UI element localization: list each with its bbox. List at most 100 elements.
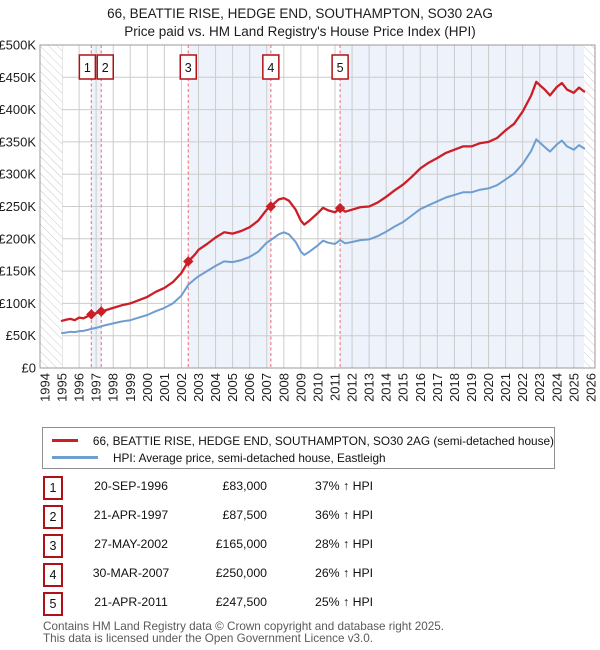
sale-number-badge: 3 xyxy=(43,534,63,558)
x-axis-tick-label: 2010 xyxy=(310,373,325,402)
sale-marker-diamond xyxy=(265,201,277,212)
y-axis-tick-label: £50K xyxy=(6,328,37,343)
x-axis-tick-label: 2007 xyxy=(259,373,274,402)
sale-price: £247,500 xyxy=(215,595,267,609)
legend-label-property: 66, BEATTIE RISE, HEDGE END, SOUTHAMPTON… xyxy=(92,433,554,448)
y-axis-tick-label: £300K xyxy=(0,167,36,182)
property-line-swatch xyxy=(52,439,78,442)
x-axis-tick-label: 2015 xyxy=(396,373,411,402)
x-axis-tick-label: 1996 xyxy=(72,373,87,402)
chart-title: 66, BEATTIE RISE, HEDGE END, SOUTHAMPTON… xyxy=(0,5,600,41)
sale-date: 21-APR-2011 xyxy=(94,595,168,609)
x-axis-tick-label: 2002 xyxy=(174,373,189,402)
price-chart: 1 2 3 4 5 £0 £50K £100K £150K £200K £250K £300K £350… xyxy=(0,40,598,402)
sale-hpi-delta: 28% ↑ HPI xyxy=(315,537,374,551)
x-axis-tick-label: 2004 xyxy=(208,373,223,402)
sale-marker-diamond xyxy=(86,309,97,320)
x-axis-tick-label: 1994 xyxy=(37,373,52,402)
sale-number-box xyxy=(179,54,198,80)
sale-number-box xyxy=(78,54,97,80)
x-axis-tick-label: 2018 xyxy=(447,373,462,402)
sale-marker-diamond xyxy=(334,202,346,214)
sale-table-row: 4 30-MAR-2007 £250,000 26% ↑ HPI xyxy=(0,563,600,587)
plot-border xyxy=(39,44,596,369)
y-axis-tick-label: £400K xyxy=(0,102,36,117)
sale-table-row: 5 21-APR-2011 £247,500 25% ↑ HPI xyxy=(0,592,600,616)
footer: Contains HM Land Registry data © Crown c… xyxy=(43,621,583,644)
sale-price: £83,000 xyxy=(222,479,267,493)
y-axis-tick-label: £150K xyxy=(0,264,36,279)
y-axis-tick-label: £450K xyxy=(0,70,36,85)
y-axis-tick-label: £0 xyxy=(22,361,36,376)
x-axis-tick-label: 2003 xyxy=(191,373,206,402)
x-axis-tick-label: 2023 xyxy=(532,373,547,402)
y-axis-tick-label: £100K xyxy=(0,296,36,311)
x-axis-tick-label: 2020 xyxy=(481,373,496,402)
x-axis-tick-label: 2008 xyxy=(276,373,291,402)
sale-number-box xyxy=(96,54,114,80)
x-axis-tick-label: 1998 xyxy=(106,373,121,402)
legend-row-property: 66, BEATTIE RISE, HEDGE END, SOUTHAMPTON… xyxy=(43,432,554,449)
x-axis-tick-label: 2009 xyxy=(293,373,308,402)
x-axis-tick-label: 2022 xyxy=(515,373,530,402)
x-axis-tick-label: 2019 xyxy=(464,373,479,402)
sale-number-badge: 1 xyxy=(43,476,63,500)
sale-number-box xyxy=(331,54,349,80)
sale-hpi-delta: 36% ↑ HPI xyxy=(315,508,374,522)
sale-marker-diamond xyxy=(96,306,107,317)
sale-price: £250,000 xyxy=(215,566,267,580)
footer-copyright: Contains HM Land Registry data © Crown c… xyxy=(43,620,445,633)
sale-number-label: 1 xyxy=(84,61,91,75)
sale-number-box xyxy=(262,54,280,80)
sale-hpi-delta: 26% ↑ HPI xyxy=(315,566,374,580)
chart-title-line2: Price paid vs. HM Land Registry's House … xyxy=(124,24,476,39)
x-axis-tick-label: 2001 xyxy=(157,373,172,402)
no-data-hatch xyxy=(584,45,595,368)
property-price-line xyxy=(60,80,586,322)
x-axis-tick-label: 2021 xyxy=(498,373,513,402)
x-axis-tick-label: 2026 xyxy=(583,373,598,402)
sale-number-label: 3 xyxy=(185,61,192,75)
sale-date: 27-MAY-2002 xyxy=(94,537,168,551)
x-axis-tick-label: 1997 xyxy=(89,373,104,402)
hpi-line xyxy=(61,138,586,335)
x-axis-tick-label: 2025 xyxy=(566,373,581,402)
sale-number-label: 4 xyxy=(267,61,274,75)
sale-number-label: 5 xyxy=(337,61,344,75)
no-data-hatch xyxy=(40,45,63,368)
sale-number-badge: 5 xyxy=(43,592,63,616)
hpi-line-swatch xyxy=(52,456,98,459)
chart-title-line1: 66, BEATTIE RISE, HEDGE END, SOUTHAMPTON… xyxy=(107,6,493,21)
sale-date: 30-MAR-2007 xyxy=(92,566,170,580)
x-axis-tick-label: 2024 xyxy=(549,373,564,402)
x-axis-tick-label: 2011 xyxy=(327,373,342,401)
sale-table-row: 1 20-SEP-1996 £83,000 37% ↑ HPI xyxy=(0,476,600,500)
sale-hpi-delta: 37% ↑ HPI xyxy=(315,479,374,493)
sale-date: 21-APR-1997 xyxy=(93,508,169,522)
footer-licence: This data is licensed under the Open Gov… xyxy=(43,631,374,645)
x-axis-tick-label: 2000 xyxy=(140,373,155,402)
sale-table-row: 2 21-APR-1997 £87,500 36% ↑ HPI xyxy=(0,505,600,529)
sale-number-badge: 2 xyxy=(43,505,63,529)
chart-legend: 66, BEATTIE RISE, HEDGE END, SOUTHAMPTON… xyxy=(42,427,555,469)
x-axis-tick-label: 2014 xyxy=(379,373,394,402)
y-axis-tick-label: £350K xyxy=(0,134,36,149)
x-axis-tick-label: 1995 xyxy=(55,373,70,402)
x-axis-tick-label: 1999 xyxy=(123,373,138,402)
sale-number-badge: 4 xyxy=(43,563,63,587)
sale-date: 20-SEP-1996 xyxy=(94,479,168,493)
x-axis-tick-label: 2005 xyxy=(225,373,240,402)
x-axis-tick-label: 2017 xyxy=(430,373,445,402)
sale-hpi-delta: 25% ↑ HPI xyxy=(315,595,374,609)
y-axis-tick-label: £250K xyxy=(0,199,36,214)
sale-table-row: 3 27-MAY-2002 £165,000 28% ↑ HPI xyxy=(0,534,600,558)
legend-label-hpi: HPI: Average price, semi-detached house,… xyxy=(113,450,386,465)
sale-price: £87,500 xyxy=(222,508,267,522)
x-axis-tick-label: 2013 xyxy=(362,373,377,402)
x-axis-tick-label: 2016 xyxy=(413,373,428,402)
x-axis-tick-label: 2012 xyxy=(345,373,360,402)
sale-price: £165,000 xyxy=(215,537,267,551)
legend-row-hpi: HPI: Average price, semi-detached house,… xyxy=(43,449,554,466)
y-axis-tick-label: £500K xyxy=(0,40,36,53)
